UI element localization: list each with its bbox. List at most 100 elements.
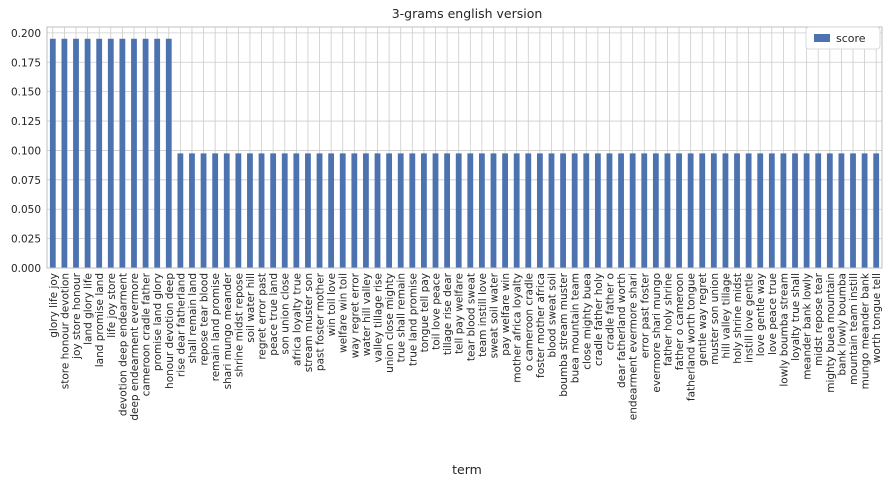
bar	[734, 153, 740, 268]
bar	[757, 153, 764, 268]
bar	[154, 38, 161, 268]
bar	[258, 153, 265, 268]
x-tick-label: fatherland worth tongue	[686, 273, 698, 401]
bar	[73, 38, 79, 268]
bar	[490, 153, 497, 268]
bar	[328, 153, 335, 268]
x-tick-label: muster son union	[709, 273, 721, 365]
x-tick-label: team instill love	[477, 273, 489, 357]
bar	[397, 153, 404, 268]
x-tick-label: true shall remain	[396, 273, 408, 362]
bar	[200, 153, 207, 268]
legend-box	[805, 26, 881, 50]
bar	[710, 153, 717, 268]
x-tick-label: o cameroon cradle	[523, 273, 535, 371]
x-tick-label: cradle father holy	[593, 273, 605, 366]
x-tick-label: mighty buea mountain	[825, 273, 837, 393]
x-tick-label: tongue tell pay	[419, 273, 431, 352]
x-tick-label: instill love gentle	[744, 273, 756, 363]
y-tick-label: 0.175	[11, 57, 41, 69]
bar	[131, 38, 137, 268]
x-tick-label: soil water hill	[245, 273, 257, 343]
bar	[247, 153, 253, 268]
x-tick-label: shall remain land	[187, 273, 199, 364]
y-tick-label: 0.200	[11, 28, 41, 40]
bar	[861, 153, 868, 268]
x-tick-label: midst repose tear	[813, 272, 825, 366]
bar	[676, 153, 682, 268]
x-tick-label: regret error past	[257, 273, 269, 360]
bar	[84, 38, 91, 268]
x-tick-label: blood sweat soil	[546, 273, 558, 358]
bar	[177, 153, 184, 268]
bar	[536, 153, 543, 268]
x-tick-label: foster mother africa	[535, 273, 547, 378]
x-tick-label: promise land glory	[152, 273, 164, 371]
x-tick-label: son union close	[280, 273, 292, 355]
y-tick-label: 0.125	[11, 116, 41, 128]
bar	[792, 153, 798, 268]
bar	[49, 38, 56, 268]
x-tick-label: union close mighty	[384, 273, 396, 373]
bar	[850, 153, 856, 268]
bar	[618, 153, 624, 268]
bar	[165, 38, 172, 268]
bar	[281, 153, 288, 268]
bar	[96, 38, 103, 268]
x-tick-label: evermore shari mungo	[651, 273, 663, 393]
bar	[363, 153, 369, 268]
bar	[444, 153, 451, 268]
bar	[629, 153, 636, 268]
x-tick-label: repose tear blood	[199, 273, 211, 366]
bar	[525, 153, 532, 268]
x-tick-label: sweat soil water	[488, 272, 500, 358]
x-tick-label: water hill valley	[361, 273, 373, 356]
x-tick-label: pay welfare win	[500, 273, 512, 356]
x-tick-label: stream muster son	[303, 273, 315, 372]
x-tick-label: loyalty true shall	[790, 273, 802, 361]
bar	[502, 153, 508, 268]
x-tick-label: way regret error	[349, 272, 361, 358]
x-tick-label: africa loyalty true	[291, 273, 303, 366]
x-tick-label: shari mungo meander	[222, 272, 234, 389]
bar	[421, 153, 427, 268]
bar	[432, 153, 439, 268]
x-tick-label: boumba stream muster	[558, 272, 570, 396]
x-tick-label: store honour devotion	[59, 273, 71, 389]
x-tick-label: life joy store	[106, 273, 118, 338]
bar	[560, 153, 566, 268]
bar	[803, 153, 810, 268]
x-tick-label: welfare win toil	[338, 273, 350, 353]
x-tick-label: love gentle way	[755, 273, 767, 356]
x-tick-label: peace true land	[268, 273, 280, 356]
bar	[838, 153, 845, 268]
x-tick-label: close mighty buea	[581, 273, 593, 370]
x-tick-label: land promise land	[94, 273, 106, 367]
bar	[873, 153, 880, 268]
grid-lines	[47, 27, 882, 269]
bar	[212, 153, 219, 268]
bar	[61, 38, 68, 268]
x-tick-label: cradle father o	[604, 273, 616, 350]
bar	[119, 38, 126, 268]
bar	[316, 153, 323, 268]
x-tick-label: valley tillage rise	[373, 273, 385, 362]
x-tick-label: meander bank lowly	[802, 273, 814, 380]
bar	[478, 153, 485, 268]
x-tick-label: tell pay welfare	[454, 273, 466, 354]
x-tick-label: mountain team instill	[848, 273, 860, 385]
x-tick-label: cameroon cradle father	[141, 272, 153, 396]
x-tick-label: tillage rise dear	[442, 272, 454, 355]
y-tick-label: 0.050	[11, 204, 41, 216]
bar	[339, 153, 346, 268]
y-tick-label: 0.075	[11, 175, 41, 187]
bar	[189, 153, 195, 268]
bar	[293, 153, 300, 268]
x-tick-label: mother africa loyalty	[512, 273, 524, 383]
bar	[815, 153, 822, 268]
bar	[305, 153, 311, 268]
x-axis-label: term	[452, 462, 482, 477]
legend-swatch	[814, 34, 830, 42]
x-tick-label: gentle way regret	[697, 273, 709, 366]
bar	[768, 153, 775, 268]
